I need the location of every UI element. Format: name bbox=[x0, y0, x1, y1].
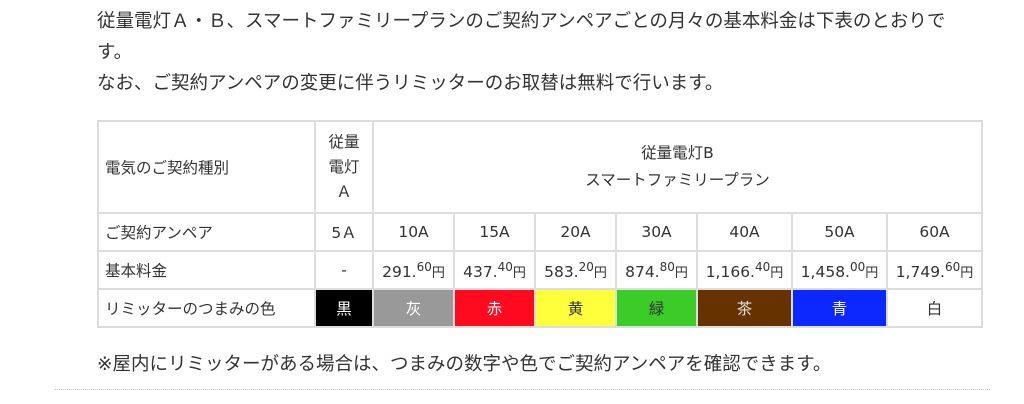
knob-color-cell: 緑 bbox=[615, 288, 698, 328]
knob-color-cell: 青 bbox=[791, 288, 888, 328]
fee-decimal: 00 bbox=[850, 259, 866, 274]
fee-cell: - bbox=[314, 250, 374, 290]
fee-integer: 1,458. bbox=[800, 262, 850, 281]
yen-unit: 円 bbox=[512, 265, 526, 281]
yen-unit: 円 bbox=[674, 265, 688, 281]
fee-cell: 291.60円 bbox=[372, 250, 455, 290]
plan-a-header: 従量電灯 Ａ bbox=[314, 120, 374, 214]
note-text: ※屋内にリミッターがある場合は、つまみの数字や色でご契約アンペアを確認できます。 bbox=[97, 354, 832, 375]
fee-decimal: 40 bbox=[755, 259, 771, 274]
ampere-cell: 10A bbox=[372, 212, 455, 252]
intro-line-1: 従量電灯Ａ・Ｂ、スマートファミリープランのご契約アンペアごとの月々の基本料金は下… bbox=[97, 11, 946, 63]
fee-decimal: 80 bbox=[659, 259, 675, 274]
basic-fee-table: 電気のご契約種別 従量電灯 Ａ 従量電灯B スマートファミリープラン ご契約アンペア… bbox=[97, 120, 983, 328]
yen-unit: 円 bbox=[431, 265, 445, 281]
fee-decimal: 20 bbox=[578, 259, 594, 274]
ampere-cell: 5Ａ bbox=[314, 212, 374, 252]
fee-integer: 583. bbox=[544, 262, 579, 281]
plan-b-line: 従量電灯B bbox=[641, 144, 714, 162]
knob-color-cell: 白 bbox=[886, 288, 983, 328]
knob-color-cell: 灰 bbox=[372, 288, 455, 328]
fee-integer: 874. bbox=[625, 262, 660, 281]
ampere-cell: 15A bbox=[453, 212, 536, 252]
fee-integer: 1,749. bbox=[895, 262, 945, 281]
ampere-cell: 50A bbox=[791, 212, 888, 252]
fee-cell: 874.80円 bbox=[615, 250, 698, 290]
fee-integer: - bbox=[341, 261, 347, 279]
yen-unit: 円 bbox=[865, 265, 879, 281]
fee-cell: 1,166.40円 bbox=[696, 250, 793, 290]
knob-color-cell: 赤 bbox=[453, 288, 536, 328]
fee-cell: 1,458.00円 bbox=[791, 250, 888, 290]
intro-line-2: なお、ご契約アンペアの変更に伴うリミッターのお取替は無料で行います。 bbox=[97, 73, 724, 94]
fee-cell: 1,749.60円 bbox=[886, 250, 983, 290]
ampere-cell: 30A bbox=[615, 212, 698, 252]
knob-color-cell: 黒 bbox=[314, 288, 374, 328]
plan-a-line: 従量 bbox=[328, 132, 360, 151]
knob-color-cell: 茶 bbox=[696, 288, 793, 328]
yen-unit: 円 bbox=[770, 265, 784, 281]
fee-integer: 437. bbox=[463, 262, 498, 281]
ampere-cell: 20A bbox=[534, 212, 617, 252]
fee-cell: 437.40円 bbox=[453, 250, 536, 290]
ampere-cell: 60A bbox=[886, 212, 983, 252]
knob-color-cell: 黄 bbox=[534, 288, 617, 328]
fee-integer: 1,166. bbox=[705, 262, 755, 281]
fee-label: 基本料金 bbox=[97, 250, 316, 290]
plan-b-line: スマートファミリープラン bbox=[585, 171, 770, 189]
yen-unit: 円 bbox=[960, 265, 974, 281]
yen-unit: 円 bbox=[593, 265, 607, 281]
fee-decimal: 40 bbox=[497, 259, 513, 274]
fee-integer: 291. bbox=[382, 262, 417, 281]
fee-decimal: 60 bbox=[945, 259, 961, 274]
intro-text: 従量電灯Ａ・Ｂ、スマートファミリープランのご契約アンペアごとの月々の基本料金は下… bbox=[97, 6, 977, 99]
contract-type-label: 電気のご契約種別 bbox=[97, 120, 316, 214]
ampere-label: ご契約アンペア bbox=[97, 212, 316, 252]
plan-b-header: 従量電灯B スマートファミリープラン bbox=[372, 120, 983, 214]
fee-cell: 583.20円 bbox=[534, 250, 617, 290]
dotted-divider bbox=[55, 389, 990, 390]
fee-decimal: 60 bbox=[416, 259, 432, 274]
plan-a-line: 電灯 bbox=[328, 157, 360, 176]
ampere-cell: 40A bbox=[696, 212, 793, 252]
color-label: リミッターのつまみの色 bbox=[97, 288, 316, 328]
plan-a-line: Ａ bbox=[336, 182, 352, 201]
